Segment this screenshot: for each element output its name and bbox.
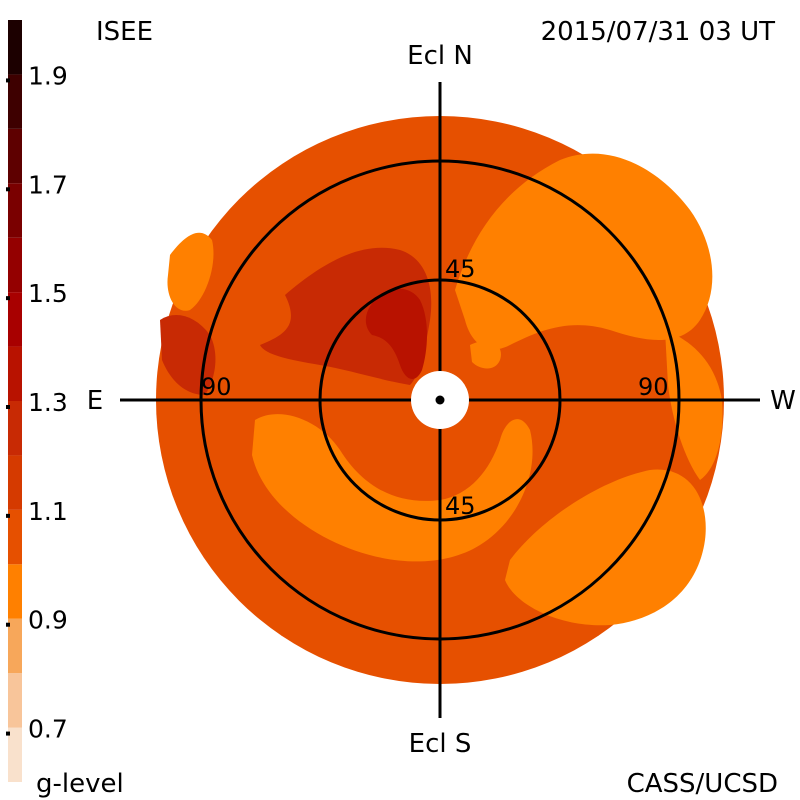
credit-label: CASS/UCSD (627, 769, 778, 799)
direction-east: E (87, 386, 103, 416)
colorbar-band-7 (8, 346, 22, 401)
direction-south: Ecl S (409, 729, 472, 759)
timestamp: 2015/07/31 03 UT (541, 17, 775, 47)
colorbar-band-10 (8, 183, 22, 238)
source-label: ISEE (96, 17, 153, 47)
region-low-south (252, 414, 533, 562)
direction-north: Ecl N (407, 41, 473, 71)
ring-label-90-east: 90 (201, 373, 232, 401)
colorbar-band-5 (8, 455, 22, 510)
ring-label-45-north: 45 (445, 255, 476, 283)
colorbar-band-11 (8, 128, 22, 184)
colorbar-tick-label-5: 0.9 (28, 606, 68, 635)
colorbar-band-6 (8, 401, 22, 456)
region-high-northeast (260, 247, 432, 385)
ring-label-45-south: 45 (445, 492, 476, 520)
colorbar-tick-label-4: 1.1 (28, 497, 68, 526)
region-low-east (167, 232, 214, 311)
colorbar-tick-mark-1 (6, 187, 10, 192)
colorbar-band-4 (8, 509, 22, 565)
direction-west: W (770, 386, 796, 416)
sun-center-dot (435, 395, 445, 405)
colorbar-tick-mark-5 (6, 622, 10, 627)
region-peak-northeast (365, 288, 427, 380)
colorbar-tick-mark-0 (6, 78, 10, 83)
colorbar-band-1 (8, 673, 22, 728)
colorbar-tick-label-3: 1.3 (28, 388, 68, 417)
colorbar-tick-label-6: 0.7 (28, 715, 68, 744)
colorbar-band-3 (8, 564, 22, 619)
colorbar-band-12 (8, 74, 22, 129)
g-level-regions (160, 153, 723, 626)
colorbar-band-9 (8, 237, 22, 293)
colorbar-tick-mark-2 (6, 296, 10, 301)
colorbar-band-0 (8, 727, 22, 782)
region-low-west-limb (665, 330, 723, 480)
colorbar-band-2 (8, 618, 22, 674)
colorbar-tick-label-1: 1.7 (28, 170, 68, 199)
colorbar-tick-mark-6 (6, 731, 10, 736)
colorbar-tick-label-2: 1.5 (28, 279, 68, 308)
colorbar-title: g-level (36, 769, 124, 799)
colorbar (8, 20, 22, 782)
colorbar-tick-mark-3 (6, 405, 10, 409)
region-low-northwest (455, 153, 713, 350)
colorbar-band-13 (8, 20, 22, 75)
ring-label-90-west: 90 (638, 373, 669, 401)
colorbar-ticks: 1.9 1.7 1.5 1.3 1.1 0.9 0.7 (6, 61, 68, 744)
colorbar-tick-mark-4 (6, 513, 10, 518)
colorbar-tick-label-0: 1.9 (28, 61, 68, 90)
colorbar-band-8 (8, 292, 22, 347)
region-low-southwest (505, 469, 706, 626)
region-low-inner-west (470, 340, 501, 369)
